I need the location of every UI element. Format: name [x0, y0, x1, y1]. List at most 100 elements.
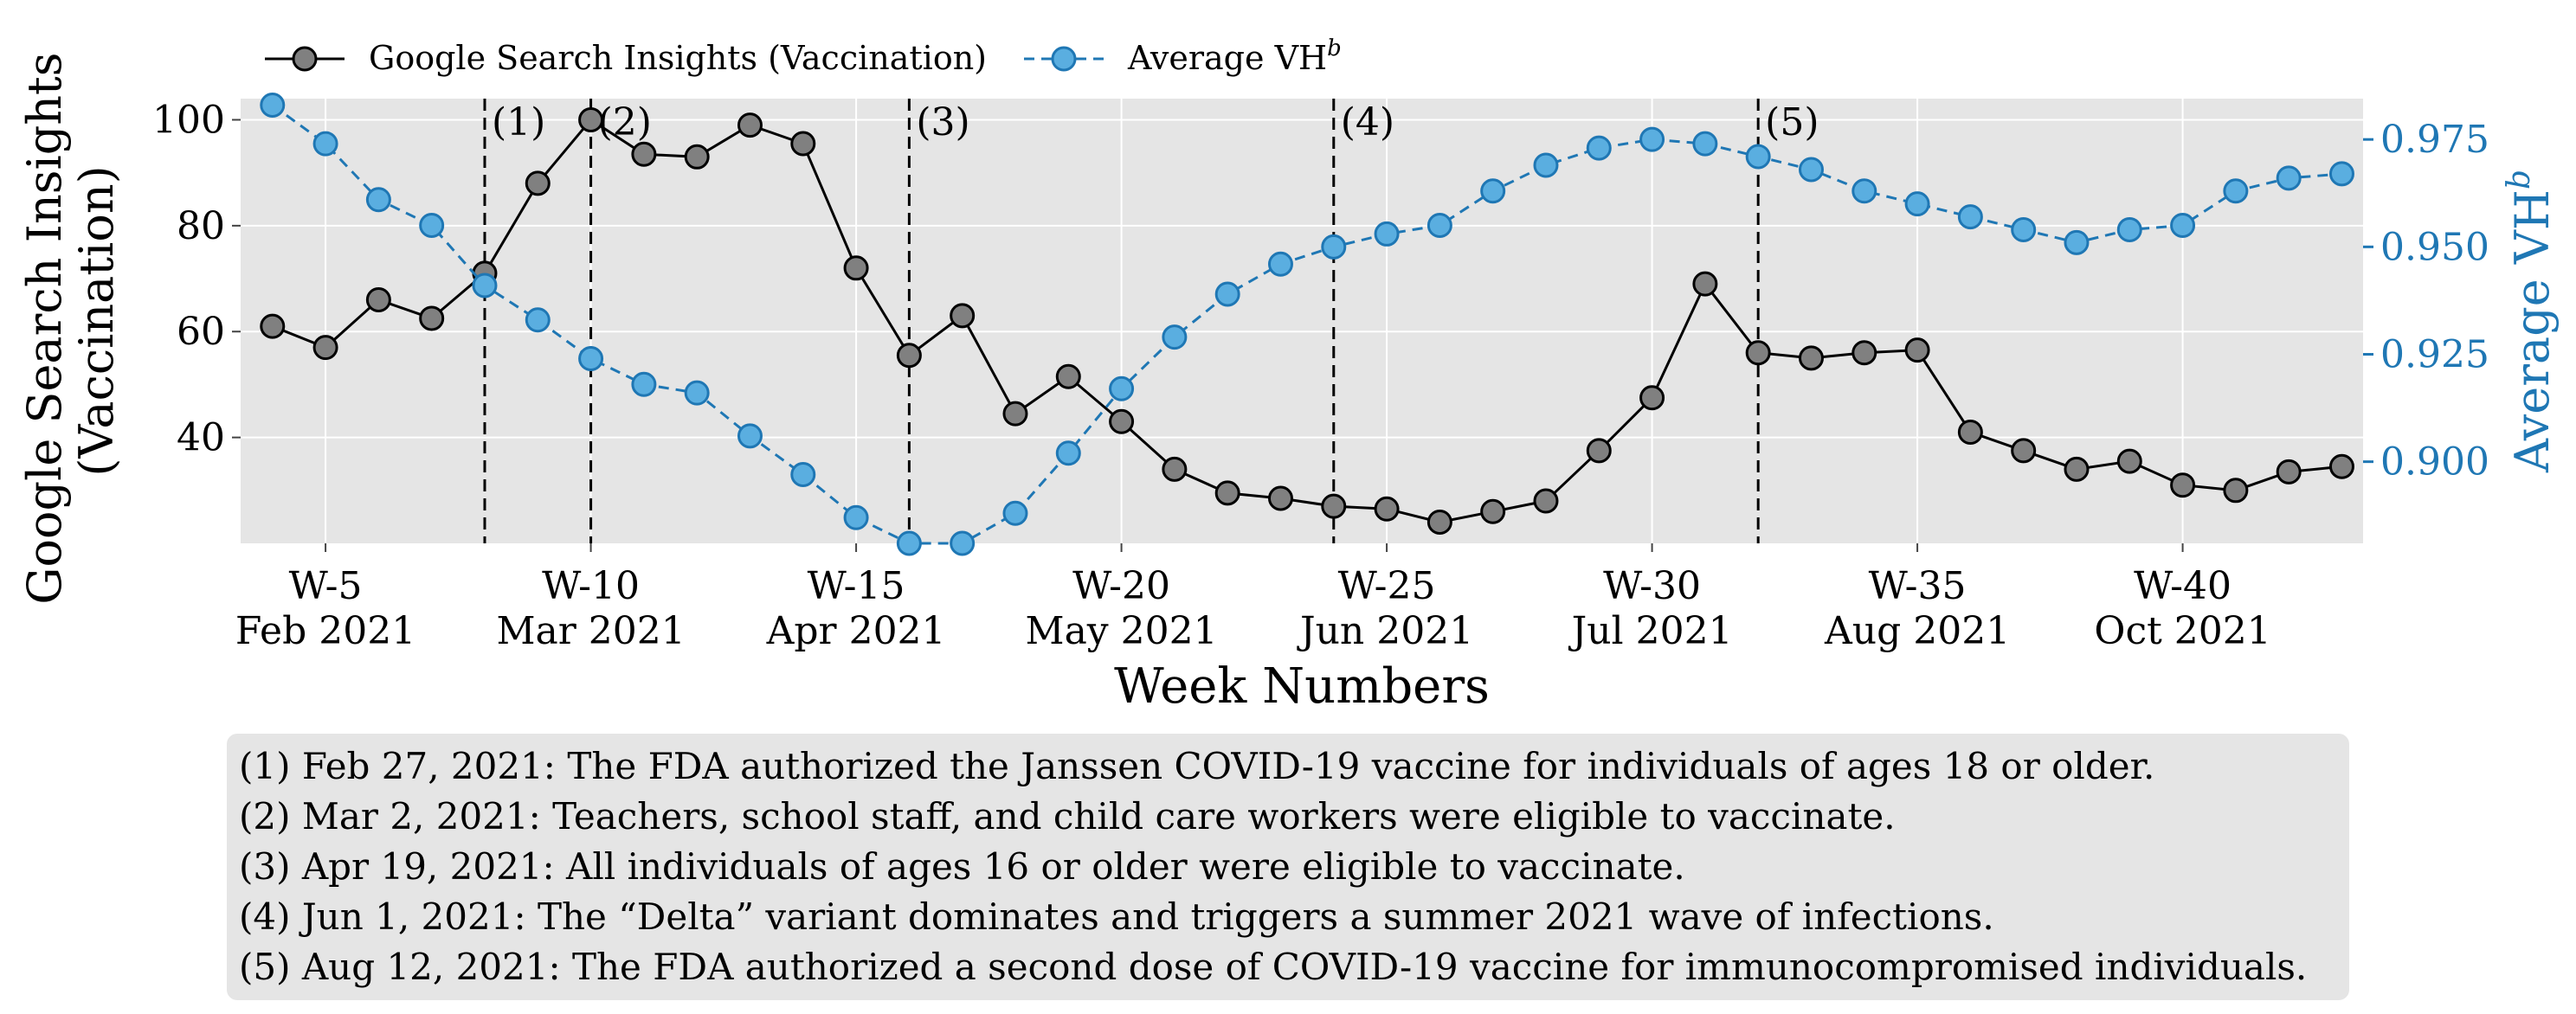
series-2-point-10: [578, 345, 604, 371]
series-2-point-7: [419, 213, 445, 239]
series-2-point-41: [2223, 178, 2249, 204]
x-tick-label-week-1: W-10: [542, 564, 640, 608]
series-1-point-5: [312, 335, 338, 361]
series-2-point-34: [1852, 178, 1877, 204]
series-2-point-21: [1162, 324, 1188, 350]
series-1-point-35: [1904, 337, 1930, 363]
series-1-point-13: [737, 112, 763, 138]
series-2-point-22: [1214, 281, 1240, 307]
series-2-point-16: [896, 530, 922, 556]
series-1-point-41: [2223, 478, 2249, 504]
series-2-point-17: [950, 530, 976, 556]
series-2-point-40: [2170, 213, 2196, 239]
event-lines: (1) (2) (3) (4) (5): [483, 99, 1819, 543]
y-right-tick-label-2: 0.950: [2380, 225, 2489, 269]
y-left-tick-label-2: 80: [177, 204, 225, 248]
y-axis-label-right-main: Average VH: [2505, 189, 2560, 473]
x-tick-label-month-0: Feb 2021: [235, 609, 415, 653]
series-1-point-43: [2328, 453, 2354, 479]
series-1-point-32: [1745, 340, 1771, 366]
series-2-point-28: [1533, 152, 1559, 178]
legend-marker-search: [292, 46, 318, 72]
series-1-point-9: [525, 170, 551, 196]
series-2-point-33: [1798, 157, 1824, 183]
event-label-5: (5): [1765, 100, 1819, 144]
x-tick-label-month-7: Oct 2021: [2094, 609, 2270, 653]
series-1-point-24: [1321, 493, 1347, 519]
y-right-tick-label-1: 0.925: [2380, 332, 2489, 376]
x-tick-label-week-5: W-30: [1603, 564, 1701, 608]
series-1-point-19: [1055, 363, 1081, 389]
y-right-tick-label-0: 0.900: [2380, 440, 2489, 485]
annotation-box: [227, 734, 2349, 1000]
series-1-point-14: [790, 131, 816, 157]
series-1-point-28: [1533, 488, 1559, 514]
event-label-1: (1): [492, 100, 545, 144]
series-line-2: [271, 104, 2342, 545]
legend-marker-vh: [1051, 46, 1077, 72]
series-1-point-15: [843, 255, 869, 281]
series-1-point-4: [260, 313, 286, 339]
series-1-point-42: [2276, 459, 2302, 485]
event-label-4: (4): [1341, 100, 1394, 144]
y-right-tick-label-3: 0.975: [2380, 118, 2489, 162]
series-1-point-30: [1639, 385, 1665, 411]
series-1-point-6: [365, 287, 391, 313]
series-2-point-8: [472, 273, 498, 298]
event-label-2: (2): [598, 100, 652, 144]
series-2-point-39: [2116, 216, 2142, 242]
series-2-point-14: [790, 462, 816, 488]
series-1-point-27: [1480, 498, 1506, 524]
y-left-tick-label-1: 60: [177, 310, 225, 354]
series-1-point-7: [419, 305, 445, 331]
series-2-point-19: [1055, 440, 1081, 466]
series-1-point-37: [2011, 438, 2037, 464]
x-tick-label-month-4: Jun 2021: [1297, 609, 1473, 653]
x-tick-label-week-4: W-25: [1338, 564, 1436, 608]
legend-label-vh-sup: b: [1327, 35, 1342, 61]
series-1-point-22: [1214, 480, 1240, 506]
series-2-point-35: [1904, 191, 1930, 217]
series-1-point-40: [2170, 472, 2196, 498]
series-1-point-21: [1162, 456, 1188, 482]
series-2-point-25: [1374, 221, 1400, 247]
plot-background: [241, 99, 2363, 543]
series-2-point-36: [1957, 204, 1983, 230]
x-tick-label-month-6: Aug 2021: [1824, 609, 2010, 653]
series-2-point-5: [312, 131, 338, 157]
legend-label-vh: Average VHb: [1127, 35, 1342, 77]
series-2-point-37: [2011, 216, 2037, 242]
series-2-point-9: [525, 307, 551, 333]
series-2-point-15: [843, 504, 869, 530]
y-left-tick-label-0: 40: [177, 416, 225, 460]
x-tick-label-month-5: Jul 2021: [1568, 609, 1733, 653]
series-2-point-32: [1745, 144, 1771, 170]
series-1-point-11: [631, 141, 657, 167]
y-axis-label-right-sup: b: [2502, 170, 2537, 189]
series-1-point-25: [1374, 496, 1400, 522]
series-2-point-30: [1639, 126, 1665, 152]
series-1-point-34: [1852, 340, 1877, 366]
series-2-point-42: [2276, 165, 2302, 191]
x-tick-label-month-3: May 2021: [1026, 609, 1218, 653]
series-1-point-26: [1426, 510, 1452, 536]
series-1-point-20: [1109, 408, 1135, 434]
series-1-point-10: [578, 106, 604, 132]
series-2-point-4: [260, 92, 286, 118]
x-axis-label: Week Numbers: [1114, 658, 1490, 715]
series-1-point-38: [2064, 456, 2090, 482]
y-left-tick-label-3: 100: [152, 98, 225, 142]
series-2-point-26: [1426, 213, 1452, 239]
series-2-point-38: [2064, 229, 2090, 255]
series-2-point-11: [631, 371, 657, 397]
x-tick-label-week-2: W-15: [808, 564, 905, 608]
x-tick-label-week-7: W-40: [2134, 564, 2231, 608]
series-line-1: [272, 118, 2342, 524]
series-1-point-23: [1267, 485, 1293, 511]
y-axis-label-left-line1: Google Search Insights: [17, 53, 72, 605]
series-1-point-18: [1002, 401, 1028, 427]
series: [260, 92, 2354, 556]
legend: Google Search Insights (Vaccination) Ave…: [265, 35, 1342, 77]
